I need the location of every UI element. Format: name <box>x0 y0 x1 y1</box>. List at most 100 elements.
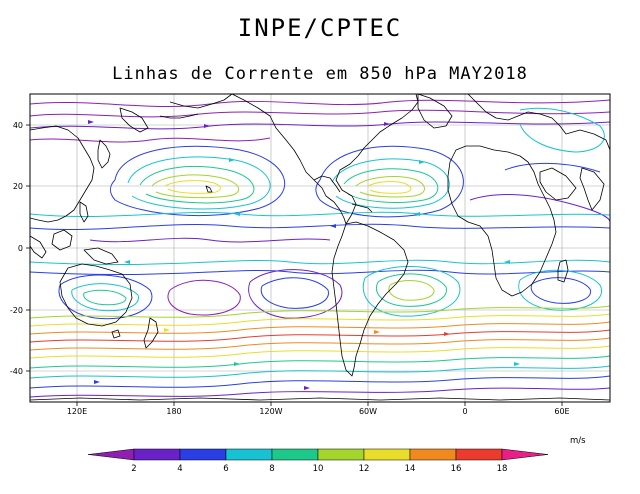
map-title: Linhas de Corrente em 850 hPa MAY2018 <box>112 64 528 84</box>
flow-arrow <box>234 362 240 366</box>
streamline <box>331 158 450 209</box>
flow-arrow <box>419 160 425 164</box>
streamlines <box>30 99 610 398</box>
streamline <box>315 145 464 218</box>
colorbar-arrow-low <box>87 448 135 461</box>
streamline <box>30 305 610 319</box>
streamline <box>388 280 435 301</box>
streamline <box>30 99 610 108</box>
streamline <box>30 269 610 276</box>
coastline-philippines <box>79 201 89 223</box>
streamline <box>518 269 603 311</box>
colorbar-arrow-high <box>501 448 549 461</box>
streamline <box>83 289 127 306</box>
coastline-south-america <box>331 221 409 377</box>
lat-tick-label: -20 <box>10 306 23 315</box>
streamline <box>30 121 610 130</box>
streamline <box>151 174 239 199</box>
streamline <box>167 279 241 316</box>
colorbar-unit: m/s <box>570 436 586 446</box>
coastline-arabia <box>539 167 577 201</box>
coastline-asia <box>565 129 610 151</box>
lon-tick-label: 120W <box>259 407 282 416</box>
streamline <box>30 329 610 343</box>
streamline <box>30 355 610 369</box>
colorbar-tick-label: 8 <box>269 464 274 474</box>
streamline <box>89 237 331 243</box>
colorbar-tick-label: 18 <box>497 464 508 474</box>
streamline <box>164 180 221 194</box>
streamline <box>504 163 601 173</box>
flow-arrow <box>124 260 130 264</box>
streamline <box>376 273 447 307</box>
coastline-borneo <box>51 229 73 251</box>
colorbar-tick-label: 6 <box>223 464 228 474</box>
colorbar-segment <box>179 448 227 461</box>
colorbar-segment <box>225 448 273 461</box>
lon-tick-label: 120E <box>67 407 87 416</box>
streamline <box>30 387 610 398</box>
colorbar-segment <box>271 448 319 461</box>
streamline <box>30 337 610 351</box>
colorbar-segment <box>133 448 181 461</box>
flow-arrow <box>330 224 336 228</box>
longitude-axis: 120E 180 120W 60W 0 60E <box>67 407 570 416</box>
graticule <box>30 94 610 402</box>
colorbar-tick-label: 12 <box>359 464 370 474</box>
streamline <box>30 223 610 231</box>
colorbar-tick-label: 16 <box>451 464 462 474</box>
flow-arrow <box>414 212 420 216</box>
lon-tick-label: 60E <box>554 407 569 416</box>
flow-arrow <box>88 120 94 124</box>
coastline-north-america <box>231 94 347 225</box>
colorbar-tick-label: 14 <box>405 464 416 474</box>
streamline <box>30 345 610 359</box>
flow-arrow <box>234 212 240 216</box>
colorbar-tick-label: 4 <box>177 464 182 474</box>
streamline <box>260 277 329 309</box>
flow-arrows <box>88 120 520 390</box>
lon-tick-label: 0 <box>462 407 467 416</box>
coastline-tasmania <box>111 329 121 339</box>
streamline <box>110 145 286 217</box>
lon-tick-label: 60W <box>359 407 377 416</box>
colorbar-tick-label: 10 <box>313 464 324 474</box>
coastline-japan <box>97 139 111 169</box>
flow-arrow <box>229 158 235 162</box>
coastline-north-america-east <box>335 94 419 225</box>
streamline <box>30 313 610 327</box>
coastline-hawaii <box>205 185 213 193</box>
coastline-east-asia <box>30 125 95 223</box>
colorbar-segments <box>87 448 549 461</box>
streamline <box>530 277 592 304</box>
coastline-madagascar <box>557 259 569 283</box>
colorbar-tick-label: 2 <box>131 464 136 474</box>
streamline <box>30 137 271 143</box>
flow-arrow <box>94 380 100 384</box>
colorbar-segment <box>317 448 365 461</box>
coastline-gulf-mexico <box>313 175 341 193</box>
flow-arrow <box>304 386 310 390</box>
flow-arrow <box>204 124 210 128</box>
lat-tick-label: -40 <box>10 367 23 376</box>
flow-arrow <box>444 332 450 336</box>
tick-marks <box>26 124 563 406</box>
coastline-europe <box>467 94 567 135</box>
streamline <box>71 283 139 312</box>
streamline <box>362 265 461 317</box>
streamline <box>30 321 610 335</box>
coastline-antarctica <box>30 397 610 401</box>
flow-arrow <box>374 330 380 334</box>
flow-arrow <box>384 122 390 126</box>
wind-speed-colorbar: m/s 2 4 6 8 10 12 14 16 18 <box>87 436 586 474</box>
streamline <box>343 168 439 203</box>
streamline <box>58 274 153 320</box>
streamline <box>355 176 425 198</box>
coastlines <box>30 94 610 401</box>
streamline <box>30 211 610 218</box>
streamline <box>519 107 605 153</box>
streamline <box>30 375 610 389</box>
coastline-new-zealand <box>143 317 159 349</box>
coastline-kamchatka <box>119 107 149 133</box>
